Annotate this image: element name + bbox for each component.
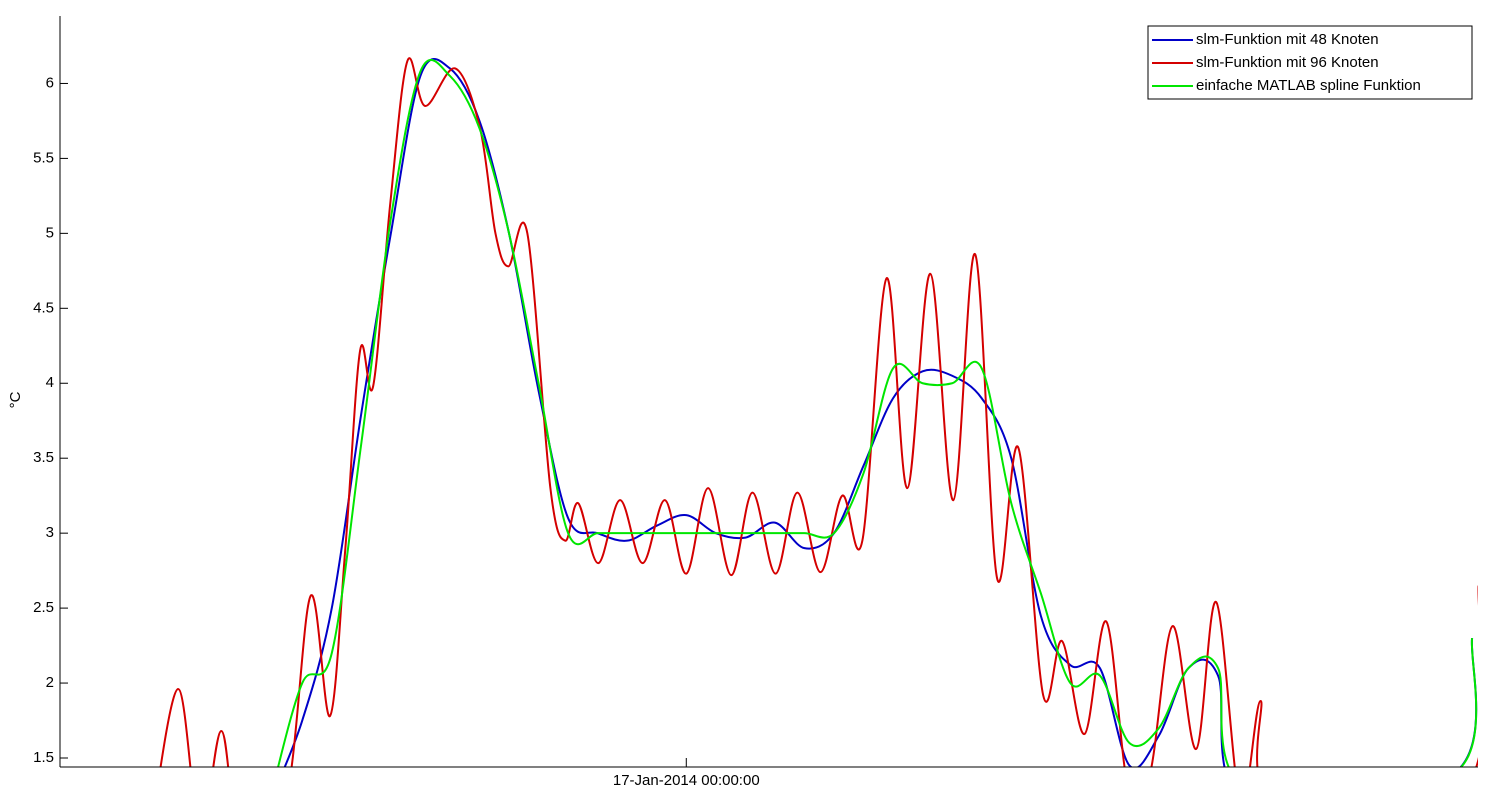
legend-label: slm-Funktion mit 96 Knoten xyxy=(1196,54,1379,71)
legend-label: slm-Funktion mit 48 Knoten xyxy=(1196,31,1379,48)
y-tick-label: 1.5 xyxy=(33,749,54,766)
legend-box xyxy=(1147,25,1473,100)
series-line xyxy=(277,58,1478,767)
y-tick-label: 4 xyxy=(46,374,54,391)
legend-label: einfache MATLAB spline Funktion xyxy=(1196,77,1421,94)
x-tick-label: 17-Jan-2014 00:00:00 xyxy=(613,772,760,789)
y-tick-label: 5.5 xyxy=(33,149,54,166)
plot-area xyxy=(159,57,1478,767)
series-line xyxy=(159,57,1478,767)
y-tick-label: 3.5 xyxy=(33,449,54,466)
y-tick-label: 2 xyxy=(46,674,54,691)
y-tick-label: 6 xyxy=(46,74,54,91)
y-tick-label: 3 xyxy=(46,524,54,541)
legend: slm-Funktion mit 48 Knoten slm-Funktion m… xyxy=(1147,25,1473,100)
series-line xyxy=(283,58,1478,767)
y-tick-label: 2.5 xyxy=(33,599,54,616)
y-tick-label: 4.5 xyxy=(33,299,54,316)
y-tick-label: 5 xyxy=(46,224,54,241)
y-axis-label: °C xyxy=(7,391,24,408)
